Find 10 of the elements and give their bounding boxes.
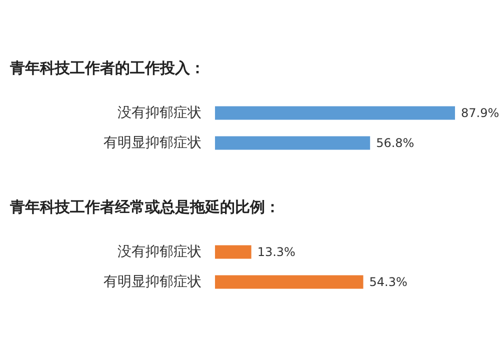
data-label: 56.8% [376, 136, 414, 150]
y-tick-label: 没有抑郁症状 [118, 244, 202, 260]
chart-title: 青年科技工作者的工作投入： [9, 59, 205, 77]
y-tick-label: 有明显抑郁症状 [104, 135, 202, 151]
data-label: 54.3% [369, 275, 408, 289]
y-tick-label: 没有抑郁症状 [118, 105, 202, 121]
data-label: 87.9% [461, 106, 500, 120]
chart-title: 青年科技工作者经常或总是拖延的比例： [9, 198, 280, 216]
data-label: 13.3% [257, 245, 296, 259]
y-tick-label: 有明显抑郁症状 [104, 274, 202, 290]
